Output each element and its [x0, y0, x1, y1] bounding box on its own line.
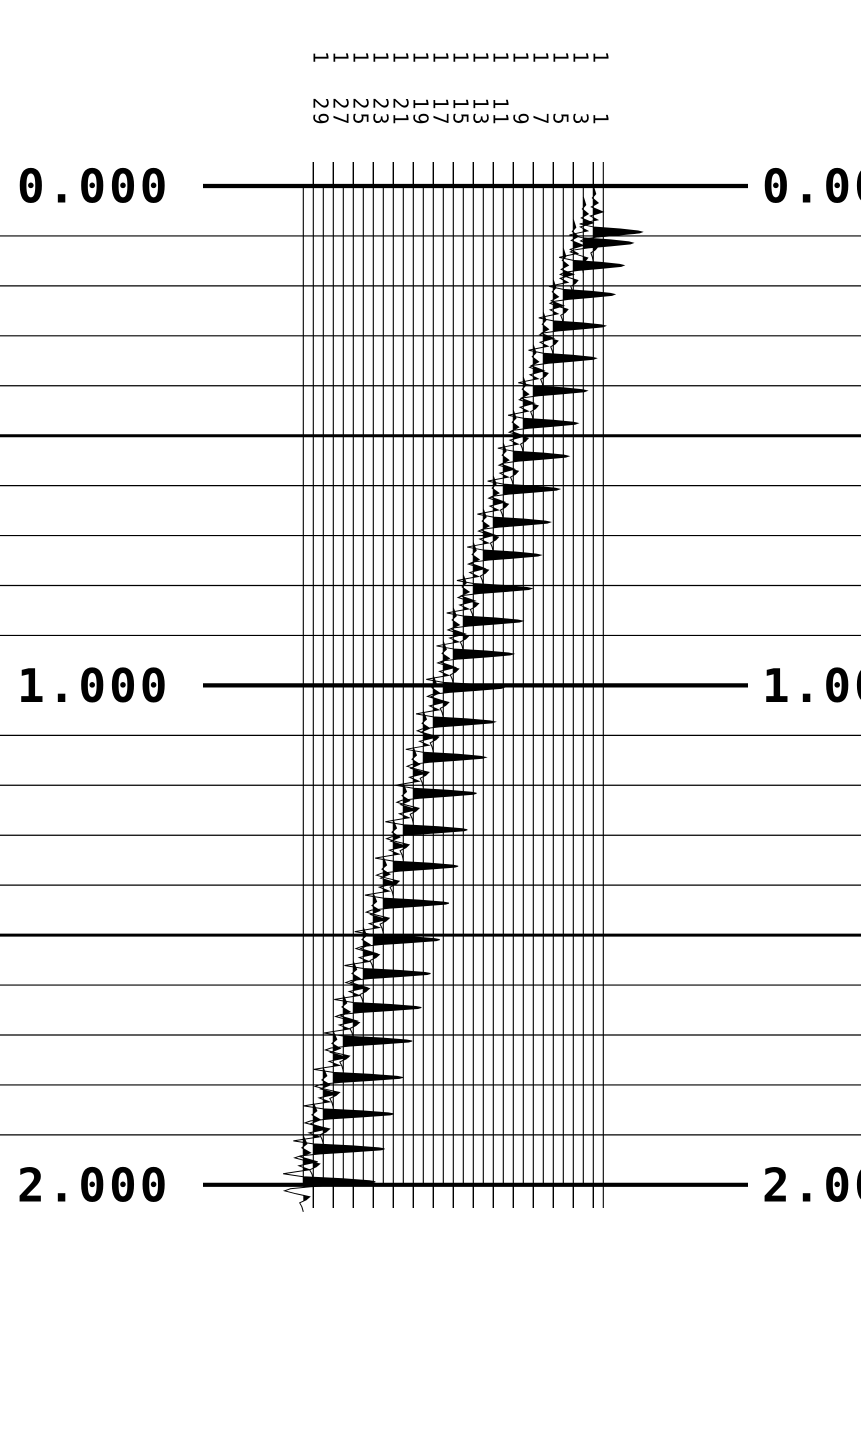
trace-header-row2: 11 [488, 97, 512, 127]
trace-header-row2: 5 [548, 112, 572, 127]
wiggle-line-trace-2 [569, 196, 635, 274]
wiggle-line-trace-19 [395, 747, 477, 824]
trace-header-row1: 1 [388, 51, 412, 66]
wiggle-line-trace-24 [344, 927, 431, 1004]
trace-header-row2: 3 [568, 112, 592, 127]
trace-header-row1: 1 [448, 51, 472, 66]
trace-header-row2: 17 [428, 97, 452, 127]
trace-header-row2: 23 [368, 97, 392, 127]
time-label-left: 0.000 [17, 160, 170, 214]
trace-header-row2: 21 [388, 97, 412, 127]
time-label-left: 1.000 [17, 659, 170, 713]
trace-header-row2: 29 [308, 97, 332, 127]
wiggle-fill-trace-1 [593, 185, 643, 262]
wiggle-line-trace-8 [507, 377, 580, 454]
wiggle-line-trace-3 [558, 219, 626, 296]
wiggle-line-trace-12 [466, 508, 543, 586]
time-label-left: 2.000 [17, 1158, 170, 1212]
trace-header-row1: 1 [528, 51, 552, 66]
wiggle-line-trace-20 [385, 783, 468, 860]
trace-header-row2: 19 [408, 97, 432, 127]
wiggle-line-trace-11 [477, 475, 552, 553]
time-label-right: 0.00 [762, 160, 861, 214]
trace-header-row1: 1 [308, 51, 332, 66]
wiggle-line-trace-22 [364, 856, 450, 934]
wiggle-line-trace-30 [282, 1135, 376, 1212]
wiggle-line-trace-10 [487, 442, 562, 520]
wiggle-line-trace-27 [313, 1031, 404, 1108]
wiggle-line-trace-9 [497, 410, 571, 487]
trace-header-row1: 1 [508, 51, 532, 66]
trace-header-row1: 1 [548, 51, 572, 66]
trace-header-row1: 1 [328, 51, 352, 66]
wiggle-line-trace-28 [303, 1067, 394, 1145]
wiggle-line-trace-23 [354, 893, 440, 970]
wiggle-line-trace-5 [538, 279, 607, 356]
trace-header-row1: 1 [588, 51, 612, 66]
wiggle-line-trace-4 [548, 248, 617, 325]
wiggle-line-trace-26 [323, 994, 413, 1072]
wiggle-line-trace-13 [456, 542, 534, 619]
wiggle-line-trace-16 [426, 641, 507, 718]
trace-header-row1: 1 [368, 51, 392, 66]
trace-header-row2: 7 [528, 112, 552, 127]
trace-header-row1: 1 [408, 51, 432, 66]
wiggle-line-trace-14 [446, 574, 525, 652]
wiggle-line-trace-18 [405, 711, 488, 788]
wiggle-line-trace-29 [293, 1102, 385, 1179]
trace-header-row1: 1 [468, 51, 492, 66]
trace-header-row2: 9 [508, 112, 532, 127]
time-label-right: 2.00 [762, 1158, 861, 1212]
trace-header-row2: 25 [348, 97, 372, 127]
wiggle-line-trace-17 [415, 675, 497, 752]
trace-header-row2: 15 [448, 97, 472, 127]
wiggle-line-trace-7 [518, 344, 589, 421]
time-label-right: 1.00 [762, 659, 861, 713]
trace-header-row2: 27 [328, 97, 352, 127]
trace-header-row1: 1 [488, 51, 512, 66]
wiggle-line-trace-25 [333, 961, 422, 1038]
wiggle-line-trace-21 [374, 819, 459, 897]
wiggle-line-trace-15 [436, 607, 516, 685]
trace-header-row2: 13 [468, 97, 492, 127]
trace-header-row1: 1 [348, 51, 372, 66]
trace-header-row1: 1 [568, 51, 592, 66]
trace-header-row1: 1 [428, 51, 452, 66]
trace-header-row2: 1 [588, 112, 612, 127]
wiggle-line-trace-1 [579, 185, 644, 263]
wiggle-line-trace-6 [528, 312, 598, 389]
